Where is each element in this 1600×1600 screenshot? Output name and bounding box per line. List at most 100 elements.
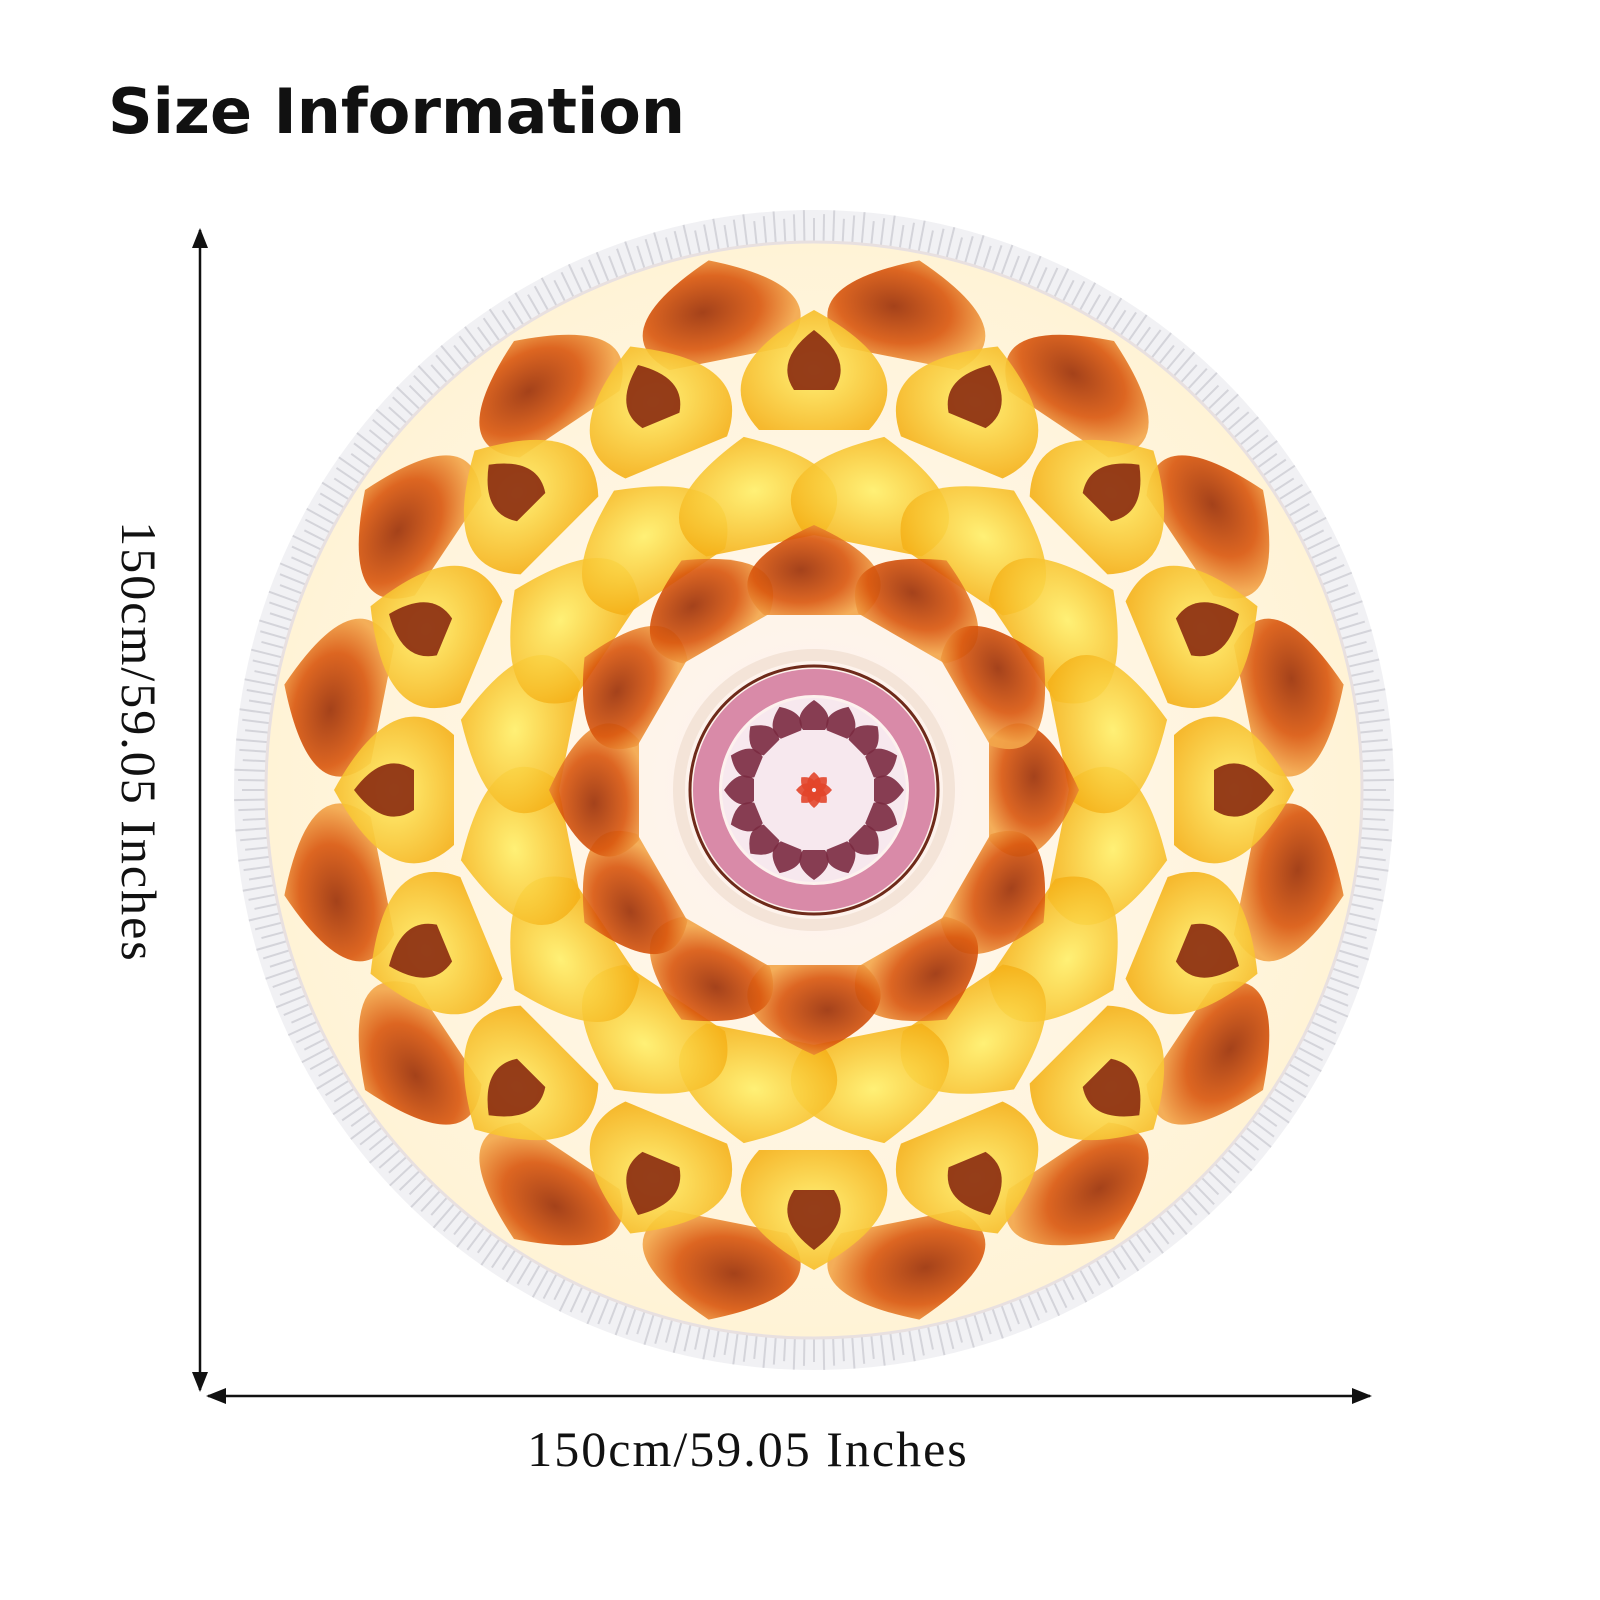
fringe-strand — [879, 218, 886, 249]
outer-petal — [479, 1122, 623, 1246]
fringe-strand — [673, 230, 683, 261]
fringe-strand — [245, 846, 272, 851]
fringe-strand — [1255, 452, 1278, 470]
fringe-strand — [898, 224, 905, 251]
fringe-strand — [1249, 440, 1278, 463]
dark-seed — [1175, 923, 1239, 978]
fringe-strand — [304, 518, 333, 535]
outer-petal — [284, 618, 395, 777]
fringe-strand — [608, 255, 620, 281]
dark-seed — [787, 330, 841, 390]
fringe-strand — [1192, 1182, 1215, 1206]
fringe-strand — [1260, 1102, 1290, 1124]
fringe-strand — [1335, 620, 1366, 632]
yellow-petal — [1029, 1005, 1165, 1141]
fringe-strand — [783, 1335, 787, 1362]
fringe-strand — [672, 1319, 683, 1354]
fringe-strand — [608, 1299, 620, 1325]
fringe-strand — [702, 1325, 711, 1360]
fringe-strand — [636, 1308, 647, 1335]
fringe-strand — [413, 374, 436, 398]
fringe-strand — [291, 545, 320, 561]
fringe-strand — [1354, 864, 1389, 872]
fringe-strand — [935, 1321, 946, 1356]
center-seed — [772, 841, 802, 874]
inner-petal — [747, 965, 881, 1055]
fringe-strand — [644, 238, 656, 269]
outer-petal — [827, 1209, 986, 1320]
fringe-strand — [516, 1257, 534, 1285]
fringe-strand — [238, 855, 273, 862]
fringe-strand — [588, 259, 602, 288]
fringe-strand — [703, 224, 711, 255]
dark-seed — [354, 763, 414, 817]
fringe-strand — [265, 966, 299, 980]
fringe-strand — [333, 1086, 357, 1103]
fringe-strand — [732, 219, 740, 250]
fringe-strand — [1017, 1295, 1033, 1329]
fringe-strand — [694, 230, 702, 257]
fringe-strand — [466, 1225, 487, 1251]
fringe-strand — [1077, 282, 1097, 313]
fringe-strand — [879, 1331, 886, 1366]
fringe-strand — [245, 729, 272, 734]
fringe-strand — [762, 1333, 768, 1368]
fringe-strand — [772, 1334, 777, 1365]
fringe-strand — [1069, 280, 1086, 309]
center-seed — [772, 706, 802, 739]
center-seed — [730, 748, 763, 778]
fringe-strand — [1171, 351, 1196, 379]
inner-petal — [747, 525, 881, 615]
fringe-strand — [1304, 536, 1333, 552]
fringe-strand — [1329, 600, 1363, 614]
fringe-strand — [505, 1252, 526, 1283]
fringe-strand — [242, 817, 269, 821]
fringe-strand — [1035, 267, 1048, 292]
fringe-strand — [261, 640, 287, 650]
inner-petal — [989, 723, 1079, 857]
fringe-strand — [507, 300, 526, 328]
fringe-strand — [1345, 658, 1380, 669]
dark-seed — [389, 602, 453, 657]
fringe-strand — [1341, 640, 1367, 650]
fringe-strand — [1225, 1147, 1253, 1172]
fringe-strand — [1237, 1132, 1260, 1151]
fringe-strand — [1351, 883, 1382, 892]
fringe-strand — [832, 1335, 836, 1366]
fringe-strand — [369, 1140, 397, 1164]
fringe-strand — [935, 228, 945, 259]
fringe-strand — [1343, 649, 1374, 659]
inner-yellow-petal — [679, 436, 838, 557]
fringe-strand — [926, 1323, 934, 1350]
fringe-strand — [1102, 297, 1123, 328]
fringe-strand — [1276, 1078, 1307, 1099]
fringe-strand — [1178, 1195, 1198, 1216]
fringe-strand — [723, 224, 730, 251]
fringe-strand — [1171, 1201, 1193, 1226]
fringe-strand — [430, 364, 450, 385]
fringe-strand — [1341, 930, 1367, 940]
fringe-strand — [802, 1335, 806, 1366]
fringe-strand — [269, 601, 299, 614]
fringe-strand — [1359, 798, 1390, 802]
fringe-strand — [1359, 759, 1386, 763]
fringe-strand — [1323, 584, 1349, 596]
fringe-strand — [999, 1302, 1012, 1332]
center-seed — [749, 725, 780, 756]
fringe-strand — [239, 708, 274, 716]
fringe-strand — [279, 573, 309, 587]
fringe-strand — [1086, 1262, 1101, 1286]
fringe-strand — [553, 279, 568, 304]
fringe-strand — [272, 975, 302, 988]
dark-seed — [626, 1151, 681, 1215]
fringe-strand — [488, 308, 510, 338]
fringe-strand — [1354, 708, 1385, 716]
fringe-strand — [239, 748, 270, 753]
fringe-strand — [963, 1314, 975, 1348]
center-seed — [865, 748, 898, 778]
fringe-strand — [1281, 490, 1312, 510]
fringe-strand — [682, 224, 693, 259]
fringe-strand — [482, 317, 502, 344]
fringe-strand — [248, 893, 279, 901]
